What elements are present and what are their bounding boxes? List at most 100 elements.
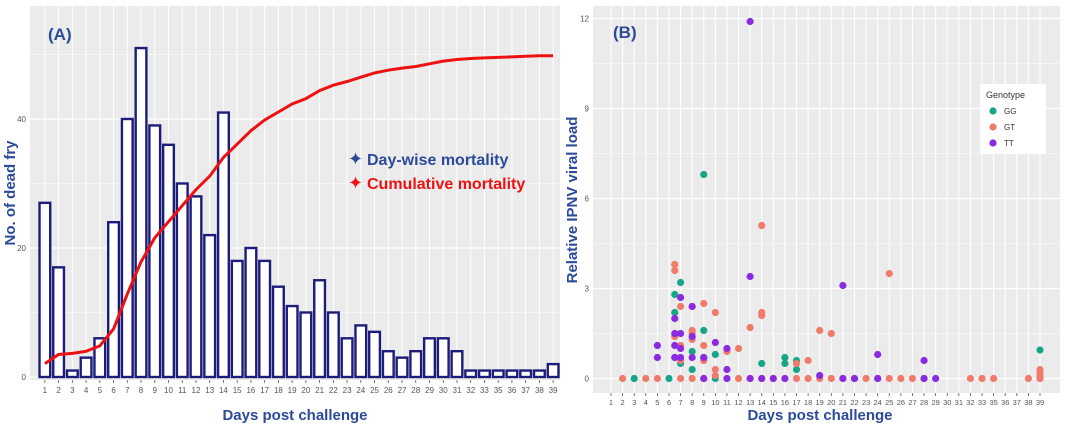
- point-gt: [792, 359, 801, 368]
- point-gg: [781, 359, 789, 368]
- x-tick-a: 14: [219, 386, 228, 395]
- x-tick-b: 2: [621, 398, 625, 407]
- x-tick-b: 22: [850, 398, 858, 407]
- x-tick-b: 37: [1013, 398, 1021, 407]
- point-tt: [769, 374, 777, 383]
- y-axis-label-a: No. of dead fry: [2, 140, 19, 246]
- point-tt: [839, 281, 847, 290]
- point-tt: [653, 353, 661, 362]
- bar-day-4: [79, 356, 93, 379]
- point-tt: [671, 353, 679, 362]
- point-gt: [746, 323, 754, 332]
- point-gt: [804, 374, 812, 383]
- y-tick-a: 20: [17, 244, 26, 253]
- point-tt: [688, 332, 696, 341]
- point-tt: [676, 344, 685, 353]
- point-gt: [734, 344, 743, 353]
- x-tick-b: 13: [746, 398, 754, 407]
- point-tt: [816, 371, 824, 380]
- x-tick-a: 19: [288, 386, 297, 395]
- point-tt: [874, 374, 882, 383]
- plot-a-x-tick-labels: 1 2 3 4 5 6 7 8 9 10 11 12 13 14 15 16 17 18 19 20 21 22 23 24 2…: [43, 380, 558, 395]
- point-gt: [688, 374, 696, 383]
- x-tick-a: 17: [260, 386, 269, 395]
- x-tick-a: 12: [192, 386, 201, 395]
- point-gg: [781, 353, 789, 362]
- x-tick-b: 17: [792, 398, 800, 407]
- bar-day-7: [120, 117, 134, 379]
- x-tick-b: 9: [702, 398, 706, 407]
- x-tick-a: 24: [356, 386, 365, 395]
- bar-day-29: [422, 337, 437, 379]
- x-tick-a: 27: [398, 386, 407, 395]
- x-tick-b: 36: [1001, 398, 1009, 407]
- legend-b-title: Genotype: [986, 90, 1025, 100]
- bar-day-32: [464, 369, 478, 379]
- point-tt: [688, 302, 696, 311]
- point-gg: [671, 290, 679, 299]
- x-tick-a: 28: [411, 386, 420, 395]
- point-gg: [711, 350, 719, 359]
- y-tick-a: 40: [17, 115, 26, 124]
- bar-day-13: [203, 233, 217, 379]
- y-tick-b: 0: [585, 375, 590, 384]
- y-tick-b: 12: [580, 15, 589, 24]
- bar-day-3: [65, 369, 79, 379]
- bar-day-35: [491, 369, 505, 379]
- x-tick-b: 35: [989, 398, 997, 407]
- point-tt: [723, 344, 731, 353]
- bar-day-26: [381, 350, 395, 379]
- point-tt: [746, 17, 754, 26]
- point-gt: [816, 326, 824, 335]
- x-tick-a: 9: [153, 386, 158, 395]
- point-gt: [804, 356, 812, 365]
- bar-day-11: [175, 182, 189, 379]
- point-tt: [758, 374, 766, 383]
- point-gt: [966, 374, 975, 383]
- point-tt: [676, 353, 685, 362]
- x-tick-b: 20: [827, 398, 835, 407]
- legend-tt-label: TT: [1004, 139, 1014, 148]
- point-gt: [711, 308, 719, 317]
- plot-a-bars: [38, 46, 560, 379]
- point-tt: [920, 356, 928, 365]
- plot-b-x-tick-labels: 1 2 3 4 5 6 7 8 9 10 11 12 13 14 15 16 17 18 19 20 21 22 23 24 2…: [609, 393, 1044, 407]
- bar-day-8: [134, 46, 148, 379]
- point-tt: [850, 374, 859, 383]
- x-tick-a: 31: [453, 386, 462, 395]
- point-gt: [897, 374, 905, 383]
- x-tick-a: 29: [425, 386, 434, 395]
- panel-label-b: (B): [613, 23, 637, 42]
- point-gt: [711, 371, 719, 380]
- y-tick-b: 6: [585, 195, 590, 204]
- x-tick-b: 38: [1024, 398, 1032, 407]
- point-tt: [920, 374, 928, 383]
- point-gg: [758, 359, 766, 368]
- bar-day-14: [216, 111, 231, 379]
- bar-day-38: [532, 369, 546, 379]
- x-tick-b: 11: [723, 398, 731, 407]
- bar-day-20: [299, 311, 313, 379]
- x-tick-b: 24: [874, 398, 882, 407]
- bar-day-23: [340, 337, 354, 379]
- x-tick-a: 25: [370, 386, 379, 395]
- point-gg: [676, 278, 685, 287]
- x-tick-b: 29: [931, 398, 939, 407]
- point-gg: [671, 308, 679, 317]
- point-tt: [700, 353, 708, 362]
- x-tick-a: 23: [343, 386, 352, 395]
- x-tick-a: 2: [56, 386, 61, 395]
- point-gt: [908, 374, 917, 383]
- x-tick-b: 3: [632, 398, 636, 407]
- point-tt: [839, 374, 847, 383]
- bar-day-24: [354, 324, 368, 379]
- x-tick-a: 30: [439, 386, 448, 395]
- x-tick-b: 12: [734, 398, 742, 407]
- legend-gt-marker: [989, 123, 997, 131]
- legend-gg-label: GG: [1004, 107, 1016, 116]
- x-tick-a: 4: [84, 386, 89, 395]
- bar-day-18: [271, 285, 285, 379]
- point-tt: [781, 374, 789, 383]
- plot-a-y-tick-labels: 0 20 40: [17, 115, 26, 382]
